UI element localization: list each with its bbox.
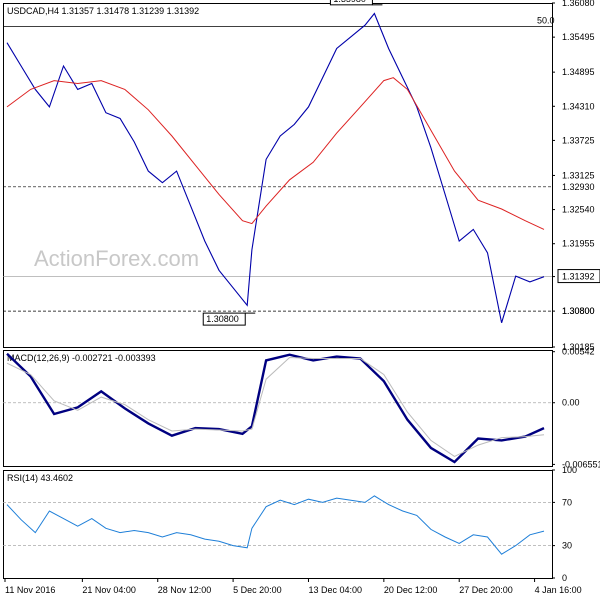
x-tick-label: 13 Dec 04:00 xyxy=(308,585,362,595)
time-axis: 11 Nov 2016 21 Nov 04:00 28 Nov 12:00 5 Dec… xyxy=(4,578,582,595)
x-tick-label: 4 Jan 16:00 xyxy=(535,585,582,595)
price-annotation-label: 1.30800 xyxy=(206,314,239,324)
macd-panel: 0.00542 0.00 -0.006551 MACD(12,26,9) -0.002… xyxy=(3,347,600,469)
y-tick-label: 0 xyxy=(562,573,567,583)
y-tick-label: 1.34895 xyxy=(562,67,595,77)
y-tick-label: 100 xyxy=(562,465,577,475)
price-annotation-box xyxy=(202,312,246,326)
rsi-line xyxy=(6,495,545,555)
x-tick-label: 21 Nov 04:00 xyxy=(82,585,136,595)
y-tick-label: 1.36080 xyxy=(562,0,595,8)
ma-line xyxy=(6,77,545,230)
price-panel: 1.36080 1.35495 1.34895 1.34310 1.33725 1.331… xyxy=(3,0,600,352)
fib-label: 50.0 xyxy=(537,15,555,25)
y-tick-label: 0.00 xyxy=(562,398,580,408)
price-annotation-box xyxy=(329,0,373,6)
price-annotation-label: 1.35980 xyxy=(333,0,366,4)
panel-title: RSI(14) 43.4602 xyxy=(7,473,73,483)
x-tick-label: 11 Nov 2016 xyxy=(5,585,55,595)
y-tick-label: 1.32540 xyxy=(562,205,595,215)
y-tick-label: 1.30800 xyxy=(562,306,595,316)
y-tick-label: 0.00542 xyxy=(562,347,595,357)
y-tick-label: 1.34310 xyxy=(562,101,595,111)
x-tick-label: 5 Dec 20:00 xyxy=(233,585,282,595)
watermark: ActionForex.com xyxy=(34,246,199,271)
panel-title: MACD(12,26,9) -0.002721 -0.003393 xyxy=(7,353,156,363)
y-tick-label: 1.33125 xyxy=(562,170,595,180)
x-tick-label: 27 Dec 20:00 xyxy=(459,585,513,595)
y-tick-label: 1.35495 xyxy=(562,32,595,42)
current-price-box xyxy=(557,269,600,284)
current-price-label: 1.31392 xyxy=(562,272,595,282)
level-label: 1.30800 xyxy=(562,306,595,316)
y-tick-label: 1.33725 xyxy=(562,135,595,145)
y-tick-label: -0.006551 xyxy=(562,459,600,469)
signal-line xyxy=(6,356,545,457)
x-tick-label: 28 Nov 12:00 xyxy=(158,585,212,595)
panel-frame xyxy=(3,470,553,579)
macd-line xyxy=(6,352,545,464)
x-tick-label: 20 Dec 12:00 xyxy=(384,585,438,595)
y-tick-label: 30 xyxy=(562,541,572,551)
y-tick-label: 70 xyxy=(562,497,572,507)
panel-frame xyxy=(3,350,553,467)
y-tick-label: 1.30185 xyxy=(562,342,595,352)
price-line xyxy=(6,12,545,323)
level-label: 1.32930 xyxy=(562,182,595,192)
rsi-panel: 100 70 30 0 RSI(14) 43.4602 xyxy=(3,465,577,583)
panel-title: USDCAD,H4 1.31357 1.31478 1.31239 1.3139… xyxy=(7,6,199,16)
y-tick-label: 1.31955 xyxy=(562,239,595,249)
